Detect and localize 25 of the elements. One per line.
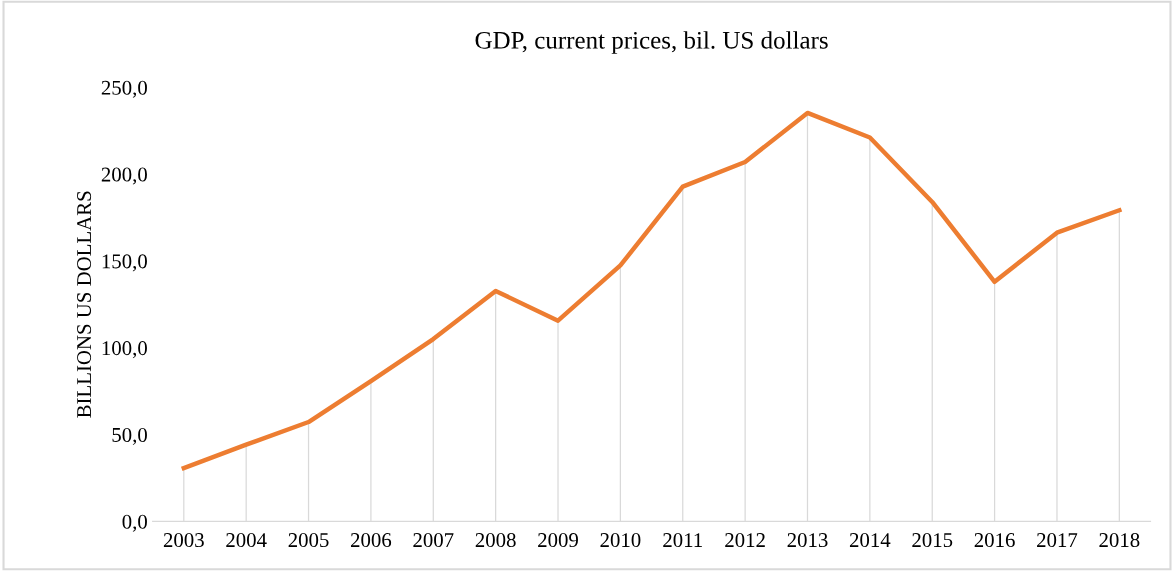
y-tick-label: 0,0 <box>122 514 147 532</box>
x-tick-label: 2017 <box>1037 533 1078 548</box>
y-tick-label: 100,0 <box>102 341 147 359</box>
x-tick-label: 2012 <box>725 533 765 548</box>
y-tick-label: 50,0 <box>112 427 147 445</box>
x-tick-label: 2010 <box>600 533 641 548</box>
x-tick-label: 2009 <box>538 533 578 548</box>
x-tick-label: 2006 <box>350 533 392 548</box>
x-tick-label: 2013 <box>787 533 828 548</box>
x-tick-label: 2018 <box>1099 533 1140 548</box>
x-tick-label: 2011 <box>663 533 702 548</box>
x-tick-label: 2015 <box>912 533 953 548</box>
x-tick-label: 2004 <box>226 533 267 548</box>
chart-title: GDP, current prices, bil. US dollars <box>475 31 828 54</box>
x-tick-label: 2003 <box>163 533 204 548</box>
y-tick-label: 250,0 <box>101 80 147 98</box>
x-tick-label: 2016 <box>974 533 1015 548</box>
y-axis-title: BILLIONS US DOLLARS <box>77 191 92 418</box>
line-series <box>181 110 1122 471</box>
x-tick-label: 2007 <box>413 533 454 548</box>
x-tick-label: 2008 <box>475 533 516 548</box>
y-tick-label: 150,0 <box>102 254 147 272</box>
x-tick-label: 2005 <box>288 533 329 548</box>
y-tick-label: 200,0 <box>101 167 147 185</box>
x-tick-label: 2014 <box>849 533 891 548</box>
